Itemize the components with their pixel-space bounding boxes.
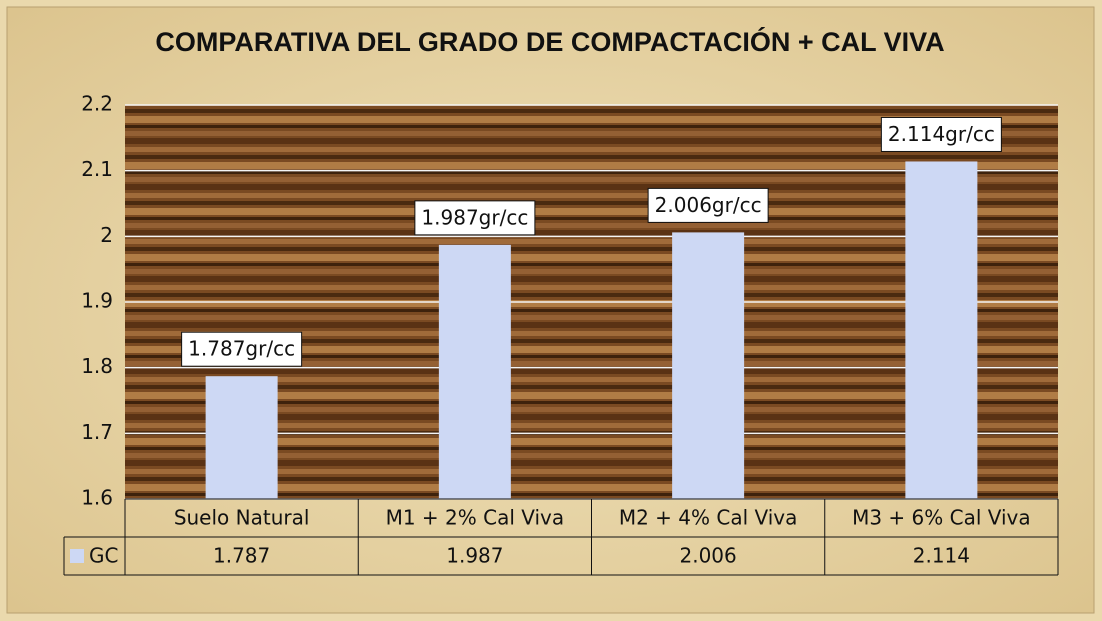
table-value: 2.006 <box>679 544 736 568</box>
y-tick-label: 2.1 <box>81 157 113 181</box>
value-label: 2.114gr/cc <box>888 122 995 146</box>
legend-label: GC <box>89 544 118 568</box>
bar <box>672 232 744 499</box>
x-tick-label: Suelo Natural <box>174 506 310 530</box>
y-tick-label: 1.9 <box>81 289 113 313</box>
y-tick-label: 1.7 <box>81 420 113 444</box>
value-label: 2.006gr/cc <box>655 193 762 217</box>
y-tick-label: 2.2 <box>81 92 113 116</box>
legend-key <box>70 549 84 563</box>
x-tick-label: M1 + 2% Cal Viva <box>386 506 565 530</box>
x-tick-label: M2 + 4% Cal Viva <box>619 506 798 530</box>
x-tick-label: M3 + 6% Cal Viva <box>852 506 1031 530</box>
table-value: 1.987 <box>446 544 503 568</box>
table-value: 2.114 <box>913 544 970 568</box>
bar <box>439 245 511 499</box>
value-label: 1.987gr/cc <box>421 205 528 229</box>
chart: 1.6 1.7 1.8 1.9 2 2.1 2.2 1.787gr/cc 1.987gr/cc 2… <box>0 0 1102 621</box>
bar <box>905 161 977 499</box>
y-tick-label: 1.8 <box>81 354 113 378</box>
table-value: 1.787 <box>213 544 270 568</box>
page: 1.6 1.7 1.8 1.9 2 2.1 2.2 1.787gr/cc 1.987gr/cc 2… <box>0 0 1102 621</box>
y-tick-label: 2 <box>100 223 113 247</box>
bar <box>206 376 278 499</box>
chart-title: COMPARATIVA DEL GRADO DE COMPACTACIÓN + … <box>140 26 960 58</box>
value-label: 1.787gr/cc <box>188 337 295 361</box>
y-tick-label: 1.6 <box>81 486 113 510</box>
